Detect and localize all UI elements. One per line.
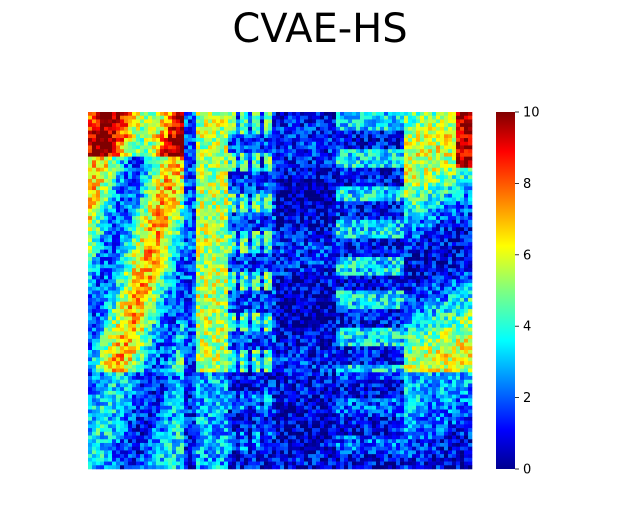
colorbar-tick-label: 4 [523,320,531,335]
colorbar-tick-label: 2 [523,391,531,406]
chart-title: CVAE-HS [232,6,408,52]
colorbar-tick-label: 8 [523,177,531,192]
colorbar-tick-label: 0 [523,463,531,478]
colorbar-ticks: 0 2 4 6 8 10 [515,106,540,478]
colorbar-tick-label: 10 [523,106,540,121]
heatmap-image [88,112,473,470]
colorbar [496,112,515,469]
colorbar-tick-label: 6 [523,248,531,263]
